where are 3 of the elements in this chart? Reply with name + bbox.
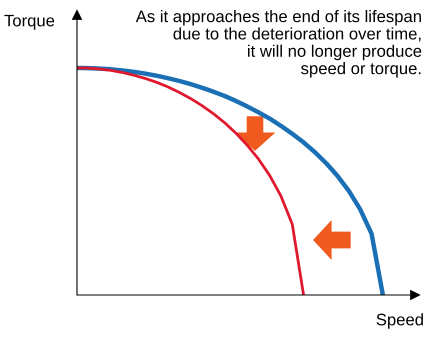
y-axis-title: Torque — [4, 14, 54, 30]
x-axis-title: Speed — [376, 313, 423, 329]
annotation: As it approaches the end of its lifespan due to the deterioration over time, it will no longer produce speed or torque. — [136, 10, 422, 78]
